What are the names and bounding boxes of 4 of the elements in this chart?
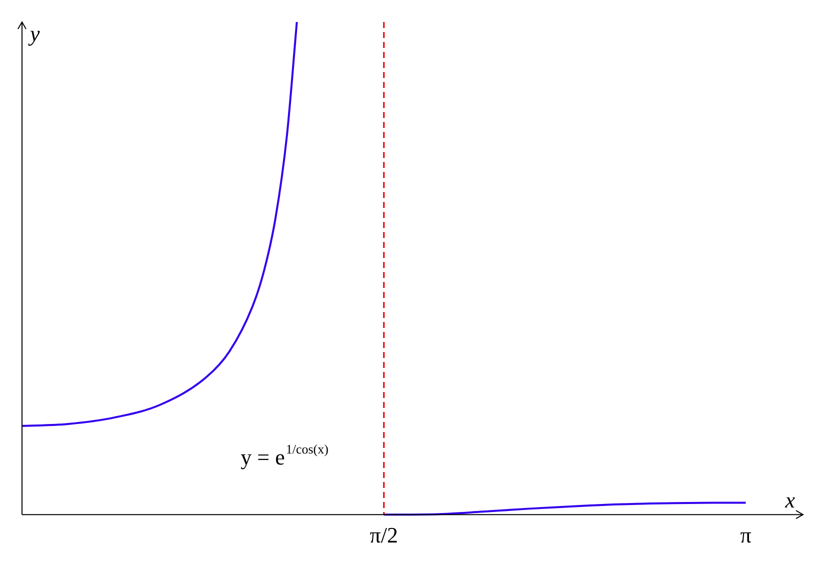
x-tick-label: π (740, 522, 752, 548)
x-tick-label: π/2 (370, 522, 398, 548)
y-axis-title: y (28, 20, 40, 46)
x-axis-title: x (784, 487, 796, 512)
